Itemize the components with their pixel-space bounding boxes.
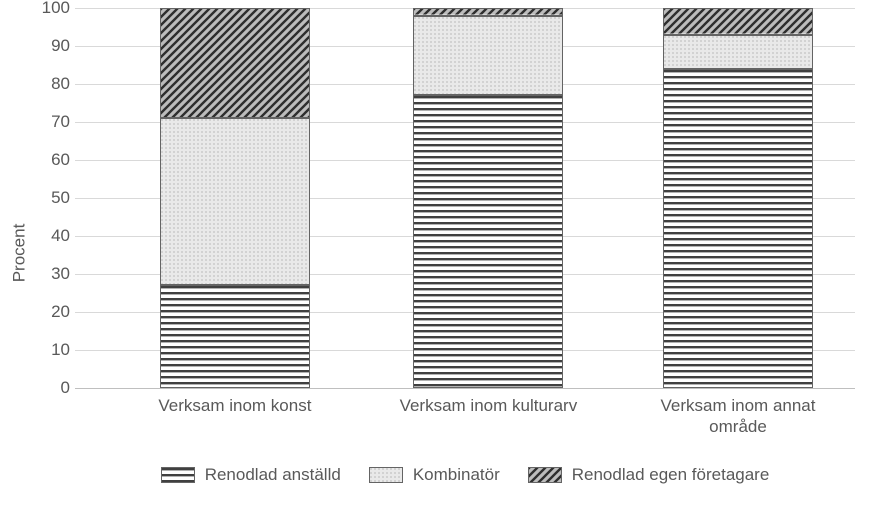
bar-segment-renodlad_anstalld bbox=[413, 95, 563, 388]
legend-item: Renodlad egen företagare bbox=[528, 465, 770, 485]
plot-area: 0102030405060708090100 bbox=[75, 8, 855, 389]
x-tick-label: Verksam inom annatområde bbox=[628, 395, 848, 438]
bar-group bbox=[413, 8, 563, 388]
bar-segment-renodlad_egen_foretagare bbox=[160, 8, 310, 118]
bar-segment-renodlad_anstalld bbox=[663, 69, 813, 388]
legend: Renodlad anställd Kombinatör Renodlad egen… bbox=[75, 465, 855, 485]
legend-swatch bbox=[161, 467, 195, 483]
bar-segment-kombinator bbox=[413, 16, 563, 96]
y-tick-label: 90 bbox=[30, 36, 70, 56]
y-tick-label: 100 bbox=[30, 0, 70, 18]
bar-segment-kombinator bbox=[160, 118, 310, 285]
y-tick-label: 70 bbox=[30, 112, 70, 132]
y-tick-label: 80 bbox=[30, 74, 70, 94]
y-axis-label: Procent bbox=[10, 224, 30, 283]
bar-segment-kombinator bbox=[663, 35, 813, 69]
bar-segment-renodlad_egen_foretagare bbox=[413, 8, 563, 16]
y-tick-label: 50 bbox=[30, 188, 70, 208]
legend-label: Renodlad anställd bbox=[205, 465, 341, 485]
legend-swatch bbox=[528, 467, 562, 483]
x-tick-label: Verksam inom konst bbox=[125, 395, 345, 416]
legend-item: Kombinatör bbox=[369, 465, 500, 485]
legend-item: Renodlad anställd bbox=[161, 465, 341, 485]
legend-label: Renodlad egen företagare bbox=[572, 465, 770, 485]
bar-group bbox=[160, 8, 310, 388]
y-tick-label: 30 bbox=[30, 264, 70, 284]
y-tick-label: 40 bbox=[30, 226, 70, 246]
bar-segment-renodlad_egen_foretagare bbox=[663, 8, 813, 35]
y-tick-label: 60 bbox=[30, 150, 70, 170]
y-tick-label: 10 bbox=[30, 340, 70, 360]
bar-group bbox=[663, 8, 813, 388]
y-tick-label: 0 bbox=[30, 378, 70, 398]
bar-segment-renodlad_anstalld bbox=[160, 285, 310, 388]
legend-label: Kombinatör bbox=[413, 465, 500, 485]
legend-swatch bbox=[369, 467, 403, 483]
x-tick-label: Verksam inom kulturarv bbox=[378, 395, 598, 416]
y-tick-label: 20 bbox=[30, 302, 70, 322]
stacked-bar-chart: Procent 0102030405060708090100 Verksam i… bbox=[0, 0, 870, 506]
